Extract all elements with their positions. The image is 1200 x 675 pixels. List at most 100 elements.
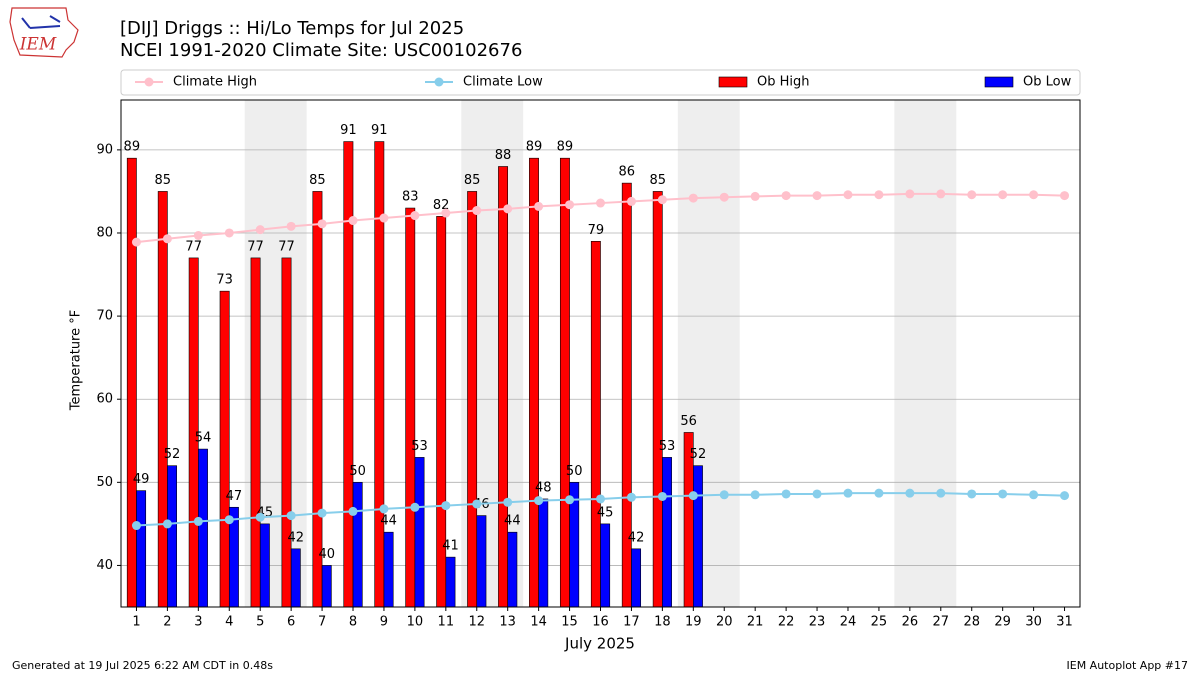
value-label: 85 (649, 173, 666, 188)
line-marker (503, 204, 513, 214)
x-tick-label: 8 (349, 615, 357, 630)
bar (157, 191, 168, 608)
x-axis-label: July 2025 (564, 635, 635, 653)
logo-outline (9, 7, 79, 58)
value-label: 56 (680, 414, 697, 429)
bar (498, 166, 508, 608)
line-marker (1060, 191, 1070, 201)
line-marker (874, 488, 884, 498)
x-tick-label: 2 (163, 615, 171, 630)
line-marker (719, 192, 729, 202)
line-marker (812, 489, 822, 499)
line-marker (534, 496, 544, 506)
x-tick-label: 14 (530, 615, 547, 630)
value-label: 50 (349, 464, 366, 479)
y-axis-label: Temperature °F (69, 310, 84, 411)
line-marker (688, 193, 698, 203)
bar (467, 191, 478, 608)
bar (352, 482, 363, 608)
line-marker (441, 208, 451, 218)
line-marker (379, 213, 389, 223)
legend-label: Ob High (757, 75, 810, 90)
x-tick-label: 30 (1025, 615, 1042, 630)
value-label: 41 (442, 539, 459, 554)
line-marker (286, 511, 296, 521)
value-label: 89 (526, 140, 543, 155)
bar (250, 257, 261, 608)
bar (693, 465, 703, 608)
value-label: 44 (380, 514, 397, 529)
x-tick-label: 9 (380, 615, 388, 630)
line-marker (936, 488, 946, 498)
value-label: 45 (597, 505, 614, 520)
bar (476, 515, 487, 608)
x-tick-label: 25 (871, 615, 888, 630)
bar (312, 191, 323, 608)
x-tick-label: 7 (318, 615, 326, 630)
bar (590, 240, 601, 608)
x-tick-label: 1 (132, 615, 140, 630)
value-label: 77 (278, 239, 295, 254)
y-tick-label: 40 (96, 558, 113, 573)
value-label: 42 (628, 530, 645, 545)
legend-label: Climate Low (463, 75, 543, 90)
value-label: 53 (411, 439, 428, 454)
x-tick-label: 24 (840, 615, 857, 630)
y-tick-label: 70 (96, 309, 113, 324)
line-marker (657, 491, 667, 501)
weekend-shade (894, 100, 957, 607)
value-label: 88 (495, 148, 512, 163)
bar (198, 448, 208, 608)
x-tick-label: 18 (654, 615, 671, 630)
y-tick-label: 60 (96, 392, 113, 407)
line-marker (224, 228, 234, 238)
bar (600, 523, 611, 608)
x-tick-label: 19 (685, 615, 702, 630)
line-marker (843, 190, 853, 200)
line-marker (750, 191, 760, 201)
x-tick-label: 29 (994, 615, 1011, 630)
line-marker (596, 198, 605, 208)
x-tick-label: 23 (809, 615, 826, 630)
line-marker (503, 497, 513, 507)
x-tick-label: 22 (778, 615, 795, 630)
line-marker (998, 190, 1008, 200)
line-marker (781, 489, 791, 499)
value-label: 77 (247, 239, 264, 254)
bar (631, 548, 642, 608)
bar (507, 531, 518, 608)
footer-right: IEM Autoplot App #17 (1067, 659, 1189, 672)
value-label: 49 (133, 472, 150, 487)
value-label: 91 (340, 123, 357, 138)
x-tick-label: 10 (407, 615, 424, 630)
x-tick-label: 20 (716, 615, 733, 630)
line-marker (719, 490, 729, 500)
line-marker (131, 237, 141, 247)
bar (414, 457, 425, 608)
line-marker (441, 501, 451, 511)
line-marker (1060, 491, 1070, 501)
line-marker (657, 195, 667, 205)
line-marker (1029, 190, 1039, 200)
logo-icon (21, 15, 61, 29)
line-marker (255, 225, 265, 235)
bar (167, 465, 177, 608)
x-tick-label: 26 (902, 615, 919, 630)
y-tick-label: 80 (96, 225, 113, 240)
bar (219, 290, 230, 608)
line-marker (472, 206, 482, 216)
line-marker (565, 200, 575, 210)
value-label: 47 (226, 489, 243, 504)
x-tick-label: 5 (256, 615, 264, 630)
line-marker (781, 191, 791, 201)
chart-title: [DIJ] Driggs :: Hi/Lo Temps for Jul 2025 (120, 18, 464, 39)
x-tick-label: 6 (287, 615, 295, 630)
line-marker (348, 216, 358, 226)
line-marker (131, 521, 141, 531)
x-tick-label: 16 (592, 615, 609, 630)
value-label: 73 (216, 273, 233, 288)
legend-box (120, 69, 1081, 96)
value-label: 42 (288, 530, 305, 545)
legend-marker (434, 77, 444, 87)
value-label: 40 (318, 547, 335, 562)
